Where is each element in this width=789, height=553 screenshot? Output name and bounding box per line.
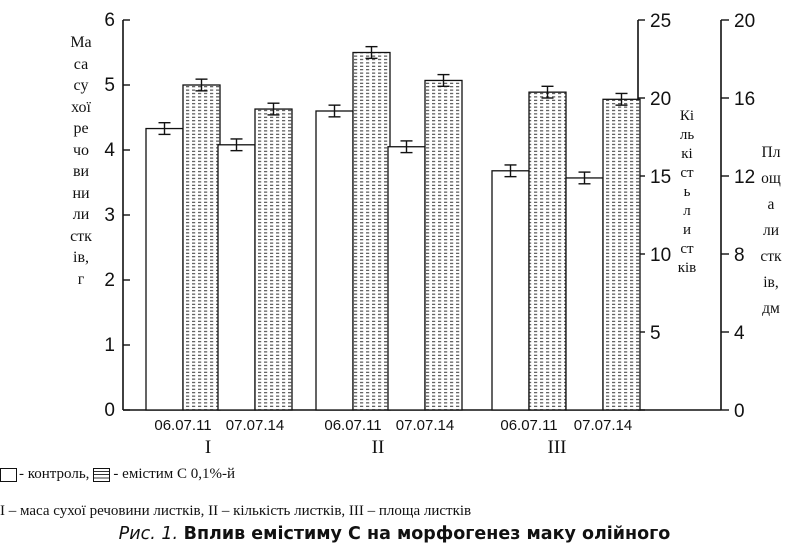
- bar-treated: [254, 108, 293, 411]
- chart-footnote: І – маса сухої речовини листків, ІІ – кі…: [0, 503, 472, 519]
- right1-axis-tick-label: 25: [650, 11, 671, 32]
- right1-axis-tick-label: 20: [650, 89, 671, 110]
- caption-prefix: Рис. 1.: [118, 524, 179, 544]
- right2-axis-tick-label: 12: [734, 167, 755, 188]
- bar-treated: [602, 98, 641, 411]
- bar-treated: [424, 79, 463, 411]
- left-axis-tick-label: 4: [104, 140, 115, 161]
- bar-treated: [528, 91, 567, 411]
- left-axis-tick-label: 1: [104, 335, 115, 356]
- bar-treated: [352, 51, 391, 411]
- group-label: I: [205, 437, 211, 458]
- x-category-label: 07.07.14: [226, 417, 284, 434]
- left-axis-tick-label: 3: [104, 205, 115, 226]
- bar-control: [217, 144, 256, 411]
- bar-control: [315, 110, 354, 411]
- right2-axis-tick-label: 0: [734, 401, 745, 422]
- group-label: III: [548, 437, 567, 458]
- left-axis-label: Ма са су хої ре чо ви ни ли стк ів, г: [70, 34, 92, 288]
- figure-caption: Рис. 1. Вплив емістиму С на морфогенез м…: [0, 524, 789, 544]
- left-axis-tick-label: 2: [104, 270, 115, 291]
- x-category-label: 06.07.11: [154, 417, 211, 434]
- x-category-label: 06.07.11: [324, 417, 381, 434]
- left-axis-tick-label: 6: [104, 10, 115, 31]
- caption-title: Вплив емістиму С на морфогенез маку олій…: [183, 524, 671, 544]
- right1-axis-tick-label: 5: [650, 323, 661, 344]
- right2-axis-tick-label: 8: [734, 245, 745, 266]
- x-category-label: 06.07.11: [500, 417, 557, 434]
- right2-axis-tick-label: 20: [734, 11, 755, 32]
- right2-axis-tick-label: 4: [734, 323, 745, 344]
- bar-control: [491, 170, 530, 411]
- legend-swatch-treated: [93, 467, 111, 482]
- x-category-label: 07.07.14: [574, 417, 632, 434]
- legend-label-treated: - емістим С 0,1%-й: [113, 466, 235, 482]
- x-category-label: 07.07.14: [396, 417, 454, 434]
- legend-swatch-control: [0, 467, 17, 482]
- right1-axis-tick-label: 15: [650, 167, 671, 188]
- right1-axis-tick-label: 10: [650, 245, 671, 266]
- right2-axis-tick-label: 16: [734, 89, 755, 110]
- bar-control: [145, 127, 184, 411]
- bar-treated: [182, 84, 221, 411]
- right1-axis-label: Кі ль кі ст ь л и ст ків: [677, 108, 697, 276]
- group-label: II: [372, 437, 385, 458]
- right2-axis-label: Пл ощ а ли стк ів, дм: [760, 144, 782, 317]
- bar-control: [387, 146, 426, 411]
- left-axis-tick-label: 0: [104, 400, 115, 421]
- legend-label-control: - контроль,: [19, 466, 90, 482]
- left-axis-tick-label: 5: [104, 75, 115, 96]
- legend: - контроль, - емістим С 0,1%-й: [0, 466, 235, 483]
- bar-control: [565, 177, 604, 411]
